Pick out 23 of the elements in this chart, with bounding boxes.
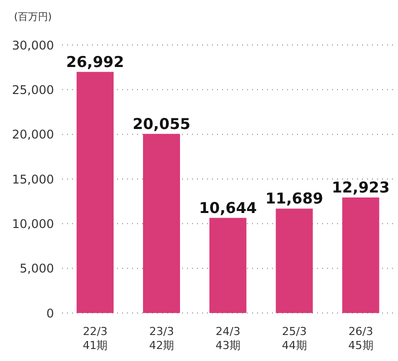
bar (76, 72, 114, 313)
y-tick-label: 10,000 (12, 216, 54, 231)
y-tick-label: 5,000 (20, 262, 54, 276)
y-tick-label: 0 (46, 306, 54, 320)
x-tick-label: 25/3 44期 (282, 325, 307, 352)
x-tick-label: 23/3 42期 (149, 325, 174, 352)
x-tick-label: 24/3 43期 (216, 325, 240, 352)
y-axis-title: (百万円) (14, 11, 52, 24)
y-tick-label: 30,000 (12, 38, 54, 52)
y-tick-label: 15,000 (12, 172, 54, 186)
x-tick-label: 22/3 41期 (82, 325, 108, 352)
data-label: 12,923 (332, 178, 390, 197)
bar (276, 208, 313, 313)
data-label: 11,689 (265, 190, 324, 208)
data-label: 10,644 (198, 198, 257, 217)
bar (342, 198, 380, 313)
data-label: 26,992 (66, 52, 124, 71)
y-tick-label: 25,000 (12, 82, 54, 97)
y-tick-label: 20,000 (12, 128, 54, 142)
bar (209, 218, 246, 313)
x-tick-label: 26/3 45期 (348, 325, 374, 352)
bar (143, 134, 180, 313)
data-label: 20,055 (132, 114, 190, 133)
